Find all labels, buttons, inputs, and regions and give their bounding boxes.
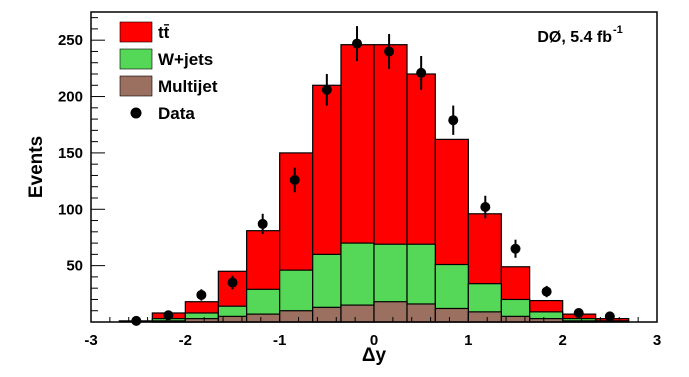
data-point	[352, 38, 363, 49]
data-points	[131, 26, 615, 326]
axis-labels: -3 -2 -1 0 1 2 3 50 100 150 200 250 Δy Events DØ, 5.4 …	[26, 24, 661, 366]
data-point	[541, 286, 552, 297]
data-point	[573, 307, 584, 318]
x-tick-label: 0	[370, 332, 378, 349]
legend-swatch-2	[119, 75, 153, 97]
y-tick-label: 250	[58, 32, 83, 49]
legend: tt̄ W+jets Multijet Data	[119, 21, 218, 123]
legend-label-3: Data	[158, 104, 195, 123]
legend-swatch-1	[119, 48, 153, 70]
data-point	[227, 277, 238, 288]
bar-multijet-8	[373, 301, 408, 323]
data-point	[416, 67, 427, 78]
y-tick-label: 150	[58, 145, 83, 162]
bar-multijet-4	[246, 313, 281, 323]
legend-marker-data	[130, 107, 142, 119]
data-point	[448, 115, 459, 126]
annotation-label: DØ, 5.4 fb	[537, 29, 612, 46]
x-tick-label: 3	[653, 332, 661, 349]
bar-multijet-11	[467, 311, 502, 323]
data-point	[163, 310, 174, 321]
data-point	[289, 174, 300, 185]
x-tick-label: 1	[464, 332, 472, 349]
legend-label-0: tt̄	[158, 23, 170, 42]
y-tick-label: 200	[58, 89, 83, 106]
legend-label-2: Multijet	[158, 77, 218, 96]
y-axis-label: Events	[26, 136, 47, 198]
y-tick-label: 100	[58, 201, 83, 218]
bar-multijet-5	[279, 310, 314, 323]
bar-multijet-7	[340, 304, 375, 323]
data-point	[384, 46, 395, 57]
annotation-superscript: -1	[613, 24, 623, 36]
data-point	[604, 311, 615, 322]
data-point	[510, 243, 521, 254]
legend-label-1: W+jets	[158, 50, 213, 69]
x-tick-label: 2	[558, 332, 566, 349]
bar-multijet-10	[434, 307, 469, 323]
data-point	[321, 84, 332, 95]
data-point	[257, 218, 268, 229]
x-tick-label: -1	[273, 332, 286, 349]
histogram-bars	[118, 44, 630, 323]
data-point	[131, 315, 142, 326]
y-tick-label: 50	[66, 258, 83, 275]
x-tick-label: -3	[84, 332, 97, 349]
x-axis-label: Δy	[362, 345, 387, 366]
x-tick-label: -2	[179, 332, 192, 349]
data-point	[480, 202, 491, 213]
legend-swatch-0	[119, 21, 153, 43]
data-point	[196, 289, 207, 300]
